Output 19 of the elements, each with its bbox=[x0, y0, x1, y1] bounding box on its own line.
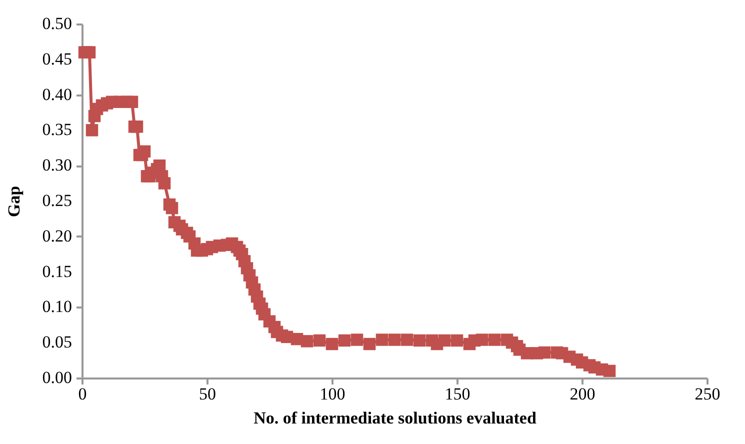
x-axis-title: No. of intermediate solutions evaluated bbox=[254, 408, 537, 428]
y-tick-label: 0.50 bbox=[42, 14, 72, 33]
y-tick-label: 0.25 bbox=[42, 191, 72, 210]
y-tick-label: 0.10 bbox=[42, 297, 72, 316]
y-tick-label: 0.30 bbox=[42, 156, 72, 175]
y-tick-label: 0.00 bbox=[42, 368, 72, 387]
x-tick-label: 0 bbox=[78, 384, 87, 404]
y-tick-label: 0.35 bbox=[42, 120, 72, 140]
x-tick-label: 200 bbox=[570, 384, 596, 404]
x-tick-label: 250 bbox=[694, 384, 720, 404]
y-tick-label: 0.40 bbox=[42, 84, 72, 104]
y-tick-label: 0.20 bbox=[42, 226, 72, 246]
x-tick-label: 50 bbox=[199, 384, 216, 404]
x-tick-label: 100 bbox=[320, 384, 346, 404]
y-axis-title: Gap bbox=[4, 186, 24, 218]
y-tick-label: 0.15 bbox=[42, 262, 72, 281]
x-tick-label: 150 bbox=[444, 384, 470, 404]
y-tick-label: 0.05 bbox=[42, 332, 72, 352]
y-tick-label: 0.45 bbox=[42, 49, 72, 68]
